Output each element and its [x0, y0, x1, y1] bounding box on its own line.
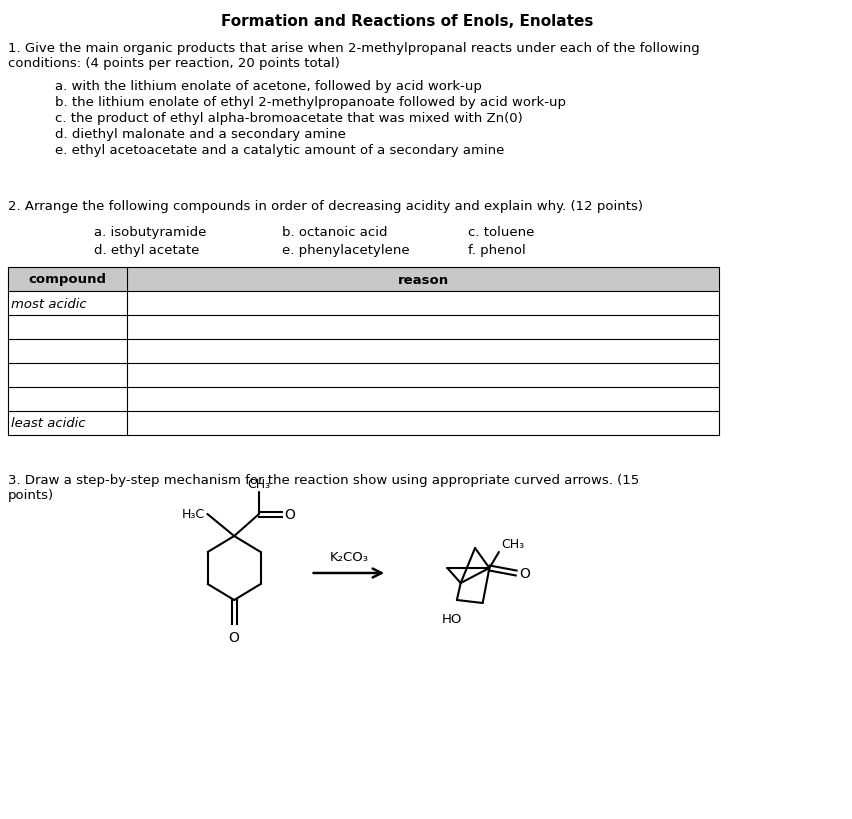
Text: 3. Draw a step-by-step mechanism for the reaction show using appropriate curved : 3. Draw a step-by-step mechanism for the…: [8, 473, 639, 486]
Text: HO: HO: [442, 613, 463, 625]
Text: 2. Arrange the following compounds in order of decreasing acidity and explain wh: 2. Arrange the following compounds in or…: [8, 200, 642, 213]
Text: reason: reason: [397, 274, 448, 286]
Text: a. with the lithium enolate of acetone, followed by acid work-up: a. with the lithium enolate of acetone, …: [55, 80, 482, 93]
Text: d. diethyl malonate and a secondary amine: d. diethyl malonate and a secondary amin…: [55, 128, 346, 141]
Text: least acidic: least acidic: [11, 417, 86, 430]
Text: d. ethyl acetate: d. ethyl acetate: [94, 244, 199, 256]
Text: O: O: [519, 566, 530, 581]
Text: e. phenylacetylene: e. phenylacetylene: [282, 244, 410, 256]
Text: CH₃: CH₃: [501, 537, 524, 550]
Text: O: O: [228, 631, 239, 645]
Text: K₂CO₃: K₂CO₃: [330, 550, 368, 563]
Text: O: O: [284, 508, 295, 522]
Text: most acidic: most acidic: [11, 297, 87, 310]
Text: e. ethyl acetoacetate and a catalytic amount of a secondary amine: e. ethyl acetoacetate and a catalytic am…: [55, 144, 505, 156]
Text: 1. Give the main organic products that arise when 2-methylpropanal reacts under : 1. Give the main organic products that a…: [8, 42, 699, 55]
Text: f. phenol: f. phenol: [469, 244, 526, 256]
Text: c. the product of ethyl alpha-bromoacetate that was mixed with Zn(0): c. the product of ethyl alpha-bromoaceta…: [55, 112, 523, 124]
Text: b. the lithium enolate of ethyl 2-methylpropanoate followed by acid work-up: b. the lithium enolate of ethyl 2-methyl…: [55, 96, 567, 109]
Text: a. isobutyramide: a. isobutyramide: [94, 226, 206, 238]
Text: points): points): [8, 488, 54, 501]
Text: conditions: (4 points per reaction, 20 points total): conditions: (4 points per reaction, 20 p…: [8, 57, 339, 70]
Text: c. toluene: c. toluene: [469, 226, 535, 238]
Bar: [8, 268, 719, 292]
Text: H₃C: H₃C: [181, 508, 204, 521]
Text: compound: compound: [28, 274, 106, 286]
Text: CH₃: CH₃: [247, 477, 271, 491]
Text: Formation and Reactions of Enols, Enolates: Formation and Reactions of Enols, Enolat…: [221, 14, 593, 29]
Text: b. octanoic acid: b. octanoic acid: [282, 226, 388, 238]
